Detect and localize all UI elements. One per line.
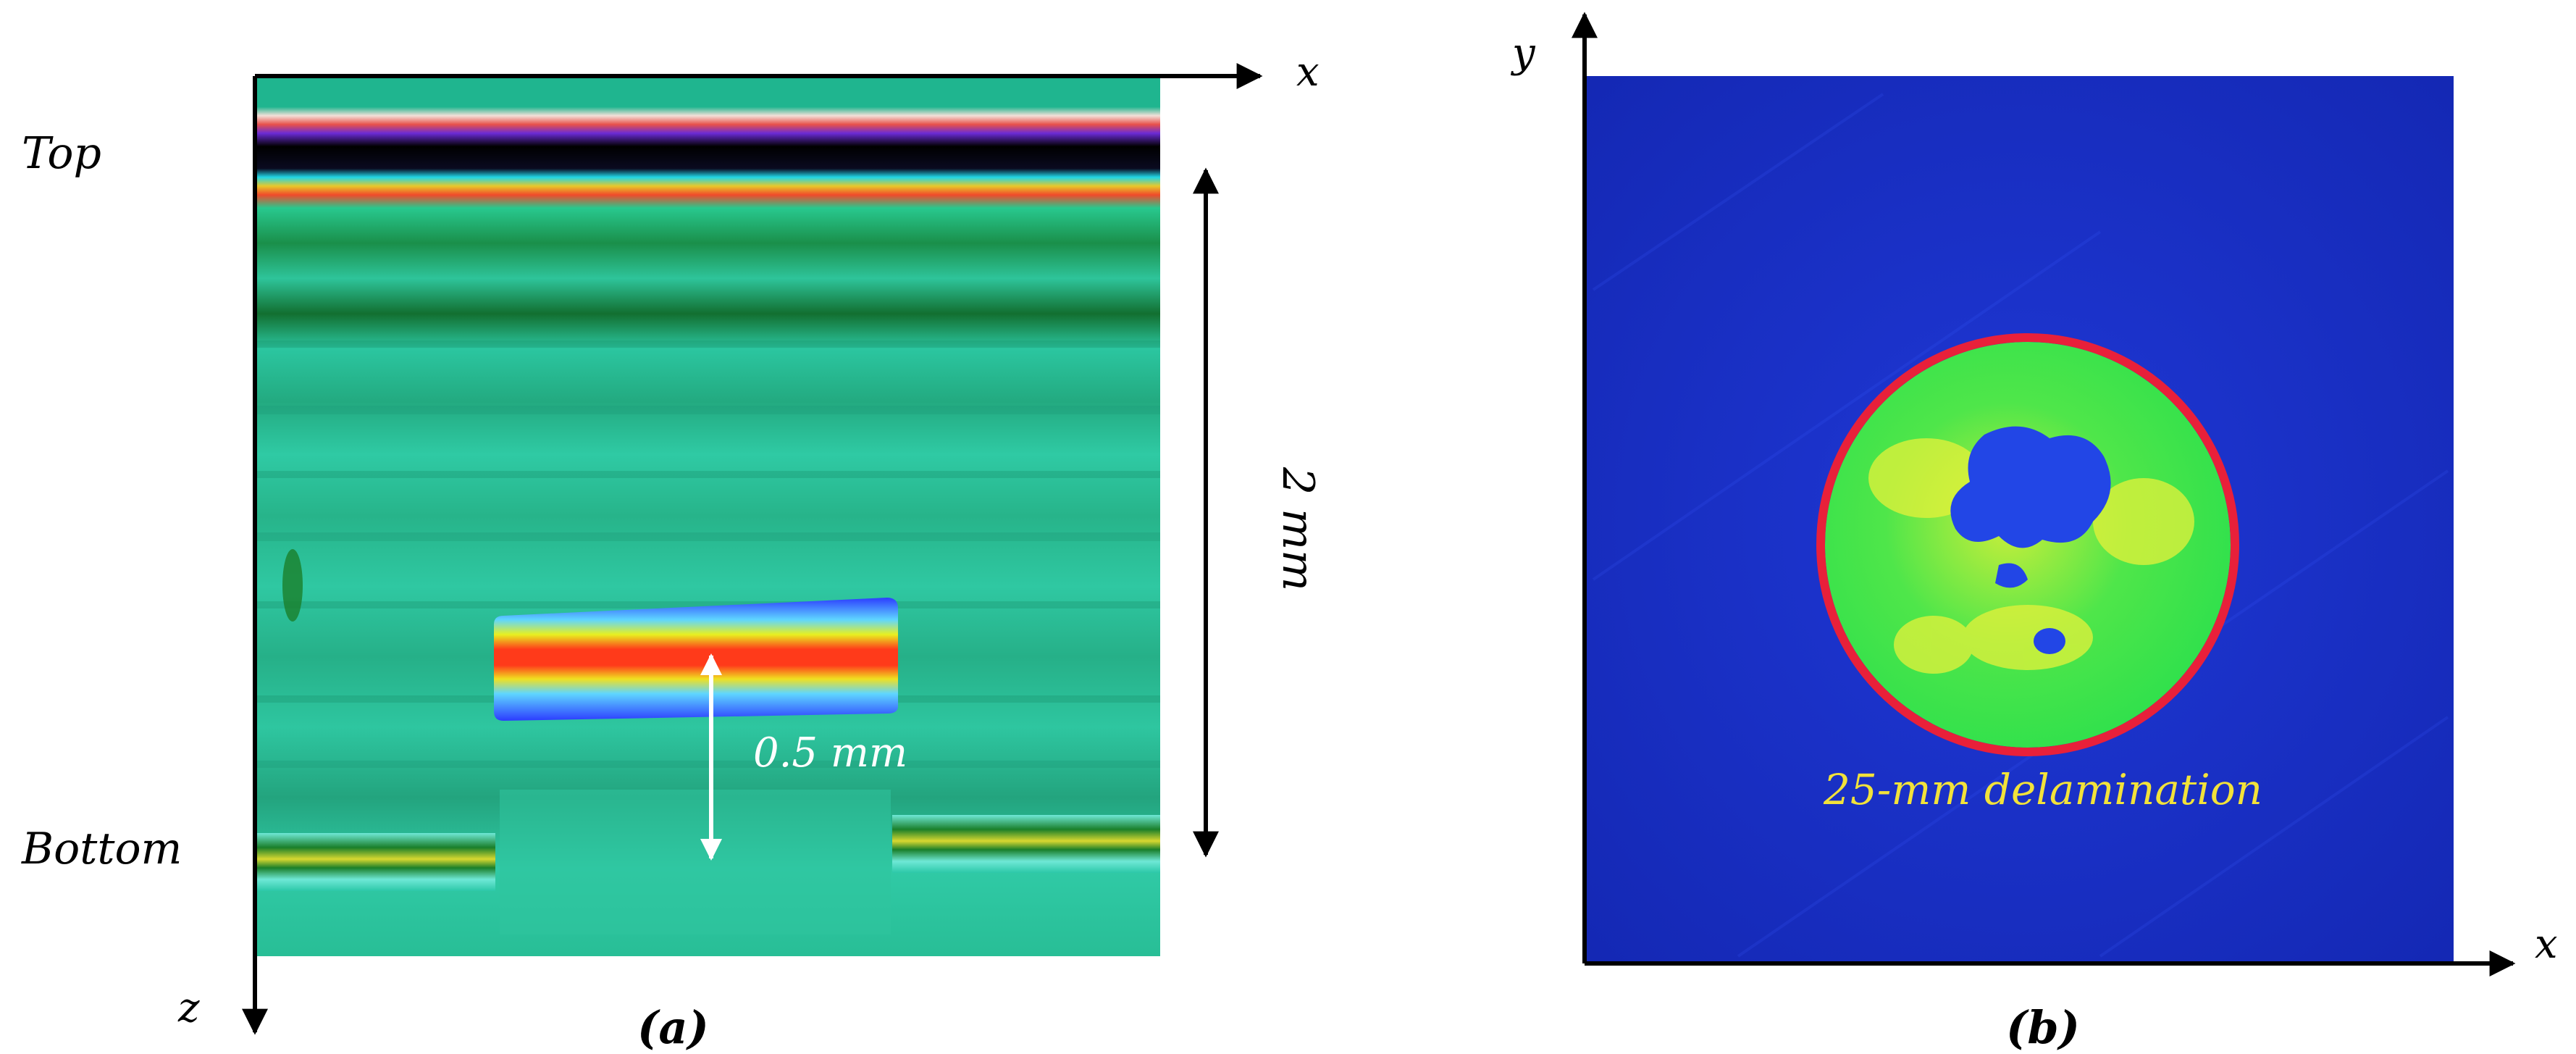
defect-highlights xyxy=(1868,438,2194,674)
z-axis-label-a: z xyxy=(177,984,200,1032)
x-axis-label-a: x xyxy=(1296,49,1320,96)
delamination-label: 25-mm delamination xyxy=(1823,765,2262,814)
defect-interior-patches xyxy=(1950,426,2111,654)
x-axis-label-b: x xyxy=(2535,921,2558,968)
defect-depth-label: 0.5 mm xyxy=(753,729,907,777)
bottom-label: Bottom xyxy=(21,824,182,874)
edge-feature xyxy=(282,549,303,622)
y-axis-label-b: y xyxy=(1510,30,1536,77)
panel-a: x z Top Bottom 2 mm 0.5 mm (a) xyxy=(21,49,1323,1054)
panel-b: 25-mm delamination y x (b) xyxy=(1510,12,2558,1054)
delamination-echo xyxy=(494,598,898,721)
top-label: Top xyxy=(22,128,101,179)
delamination-outline xyxy=(1816,333,2239,756)
backwall-echo-right xyxy=(892,815,1160,873)
backwall-echo-left xyxy=(255,833,495,891)
thickness-label: 2 mm xyxy=(1272,467,1323,591)
defect-shadow xyxy=(500,790,891,934)
caption-a: (a) xyxy=(637,1001,709,1054)
caption-b: (b) xyxy=(2006,1001,2080,1054)
